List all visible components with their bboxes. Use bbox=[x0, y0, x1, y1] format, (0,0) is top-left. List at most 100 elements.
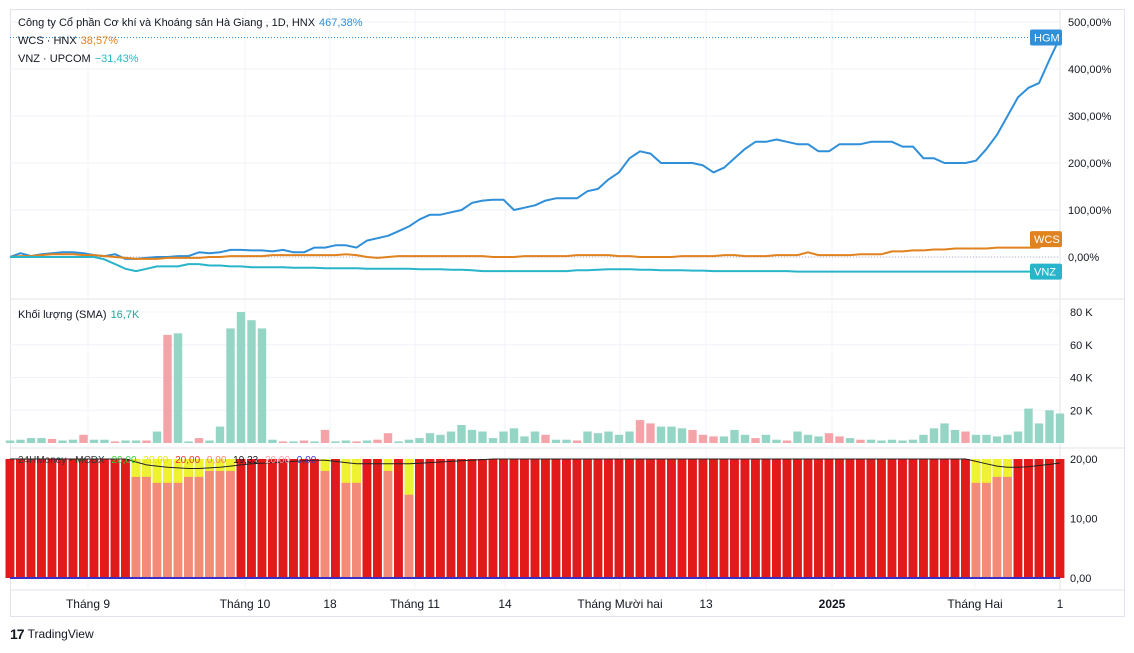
volume-bar bbox=[194, 438, 204, 443]
volume-axis-tick: 80 K bbox=[1070, 307, 1093, 319]
mcdx-axis-tick: 20,00 bbox=[1070, 454, 1098, 466]
volume-bar bbox=[278, 441, 288, 443]
volume-bar bbox=[824, 433, 834, 443]
mcdx-bar-yellow bbox=[971, 459, 981, 483]
volume-bar bbox=[1003, 434, 1012, 443]
volume-bar bbox=[1024, 408, 1033, 443]
mcdx-bar-yellow bbox=[352, 459, 361, 483]
mcdx-bar-red bbox=[520, 459, 529, 578]
volume-bar bbox=[58, 440, 67, 443]
mcdx-bar-red bbox=[100, 459, 109, 578]
axis-tag-wcs: WCS bbox=[1030, 231, 1062, 248]
legend-mcdx: 24HMoney - MCDX 20,00 20,00 20,00 0,00 1… bbox=[18, 455, 320, 466]
mcdx-bar-red bbox=[677, 459, 687, 578]
volume-bar bbox=[142, 440, 151, 443]
volume-bar bbox=[131, 440, 141, 443]
volume-bar bbox=[992, 436, 1002, 443]
legend-mcdx-v5: 19,33 bbox=[233, 455, 259, 466]
axis-tag-hgm: HGM bbox=[1030, 29, 1062, 46]
volume-bar bbox=[635, 420, 645, 443]
tradingview-logo-text: TradingView bbox=[27, 627, 94, 641]
mcdx-bar-red bbox=[803, 459, 813, 578]
volume-bar bbox=[110, 441, 120, 443]
legend-mcdx-v1: 20,00 bbox=[111, 455, 137, 466]
price-axis-tick: 0,00% bbox=[1068, 252, 1099, 264]
volume-bar bbox=[320, 429, 330, 443]
time-axis-label: Tháng 9 bbox=[66, 597, 110, 611]
mcdx-bar-yellow bbox=[341, 459, 351, 483]
mcdx-bar-red bbox=[415, 459, 424, 578]
volume-bar bbox=[436, 434, 445, 443]
legend-mcdx-v4: 0,00 bbox=[206, 455, 227, 466]
volume-bar bbox=[919, 434, 928, 443]
mcdx-bar-red bbox=[215, 459, 225, 578]
time-axis-label: Tháng Mười hai bbox=[577, 597, 662, 611]
legend-main-value: 467,38% bbox=[319, 17, 363, 29]
mcdx-bar-red bbox=[1003, 459, 1012, 578]
mcdx-bar-red bbox=[194, 459, 204, 578]
volume-bar bbox=[121, 440, 130, 443]
mcdx-bar-red bbox=[562, 459, 571, 578]
volume-bar bbox=[761, 434, 771, 443]
volume-bar bbox=[467, 429, 477, 443]
volume-bar bbox=[362, 440, 372, 443]
tradingview-logo[interactable]: 17 TradingView bbox=[10, 626, 94, 642]
mcdx-bar-red bbox=[835, 459, 844, 578]
mcdx-bar-red bbox=[268, 459, 277, 578]
mcdx-bar-yellow bbox=[194, 459, 204, 477]
mcdx-bar-red bbox=[131, 459, 141, 578]
mcdx-bar-red bbox=[583, 459, 592, 578]
volume-bar bbox=[677, 428, 687, 443]
volume-bar bbox=[793, 431, 802, 443]
mcdx-bar-red bbox=[488, 459, 498, 578]
volume-axis-tick: 60 K bbox=[1070, 340, 1093, 352]
volume-bar bbox=[1055, 413, 1065, 443]
mcdx-bar-red bbox=[446, 459, 456, 578]
volume-bar bbox=[803, 434, 813, 443]
mcdx-bar-red bbox=[824, 459, 834, 578]
mcdx-bar-red bbox=[1013, 459, 1023, 578]
mcdx-bar-red bbox=[698, 459, 708, 578]
mcdx-bar-red bbox=[457, 459, 466, 578]
mcdx-bar-red bbox=[929, 459, 939, 578]
volume-bar bbox=[740, 434, 750, 443]
legend-vnz-value: −31,43% bbox=[94, 53, 139, 65]
legend-mcdx-name: 24HMoney - MCDX bbox=[18, 455, 105, 466]
volume-bar bbox=[383, 433, 393, 443]
mcdx-bar-yellow bbox=[404, 459, 414, 495]
volume-bar bbox=[730, 429, 739, 443]
mcdx-bar-red bbox=[887, 459, 897, 578]
mcdx-bar-red bbox=[310, 459, 319, 578]
volume-bar bbox=[551, 439, 561, 443]
mcdx-bar-red bbox=[289, 459, 298, 578]
axis-tag-bg bbox=[1030, 29, 1062, 46]
mcdx-bar-red bbox=[299, 459, 309, 578]
volume-bar bbox=[215, 426, 225, 443]
mcdx-bar-red bbox=[5, 459, 15, 578]
legend-main-name: Công ty Cổ phần Cơ khí và Khoáng sản Hà … bbox=[18, 17, 316, 29]
volume-bar bbox=[667, 426, 676, 443]
volume-bar bbox=[751, 438, 760, 443]
volume-bar bbox=[499, 431, 508, 443]
mcdx-bar-red bbox=[772, 459, 781, 578]
mcdx-bar-red bbox=[667, 459, 676, 578]
mcdx-bar-red bbox=[541, 459, 550, 578]
mcdx-bar-red bbox=[1024, 459, 1033, 578]
volume-bar bbox=[68, 439, 78, 443]
volume-bar bbox=[887, 439, 897, 443]
mcdx-bar-red bbox=[47, 459, 57, 578]
mcdx-bar-red bbox=[404, 459, 414, 578]
mcdx-bar-red bbox=[394, 459, 403, 578]
volume-bar bbox=[37, 438, 46, 443]
mcdx-bar-red bbox=[761, 459, 771, 578]
mcdx-bar-red bbox=[425, 459, 435, 578]
volume-bar bbox=[226, 328, 235, 443]
volume-bar bbox=[709, 436, 718, 443]
axis-tag-label: WCS bbox=[1034, 234, 1060, 246]
mcdx-bar-red bbox=[79, 459, 88, 578]
mcdx-bar-red bbox=[866, 459, 876, 578]
volume-bar bbox=[625, 431, 634, 443]
volume-bar bbox=[856, 439, 865, 443]
mcdx-bar-yellow bbox=[184, 459, 193, 477]
